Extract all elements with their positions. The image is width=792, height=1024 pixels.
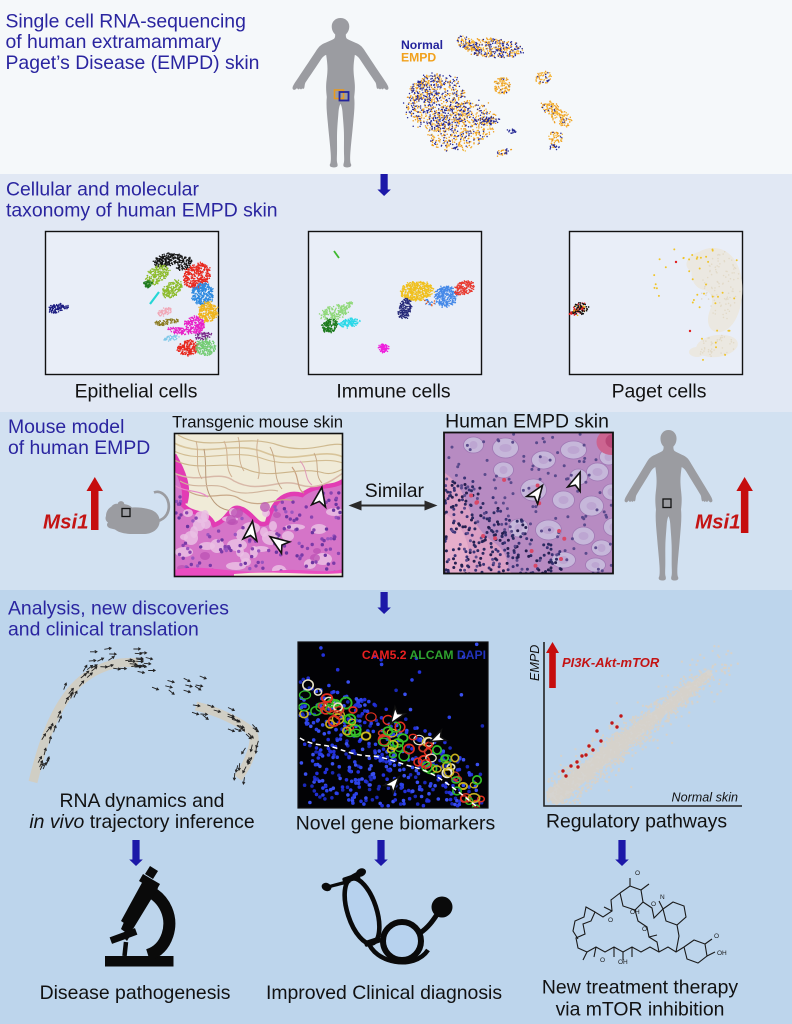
svg-text:CAM5.2 ALCAM DAPI: CAM5.2 ALCAM DAPI bbox=[362, 648, 486, 662]
svg-text:and clinical translation: and clinical translation bbox=[8, 619, 199, 641]
svg-text:taxonomy of human EMPD skin: taxonomy of human EMPD skin bbox=[6, 199, 278, 221]
svg-text:Msi1: Msi1 bbox=[43, 511, 89, 534]
svg-text:RNA dynamics and: RNA dynamics and bbox=[60, 790, 225, 812]
svg-text:New treatment therapy: New treatment therapy bbox=[542, 977, 738, 999]
svg-text:Msi1: Msi1 bbox=[695, 511, 741, 534]
svg-text:Novel gene biomarkers: Novel gene biomarkers bbox=[296, 813, 495, 835]
svg-text:Transgenic mouse skin: Transgenic mouse skin bbox=[172, 412, 343, 431]
svg-text:OH: OH bbox=[630, 909, 640, 916]
svg-text:Paget cells: Paget cells bbox=[612, 381, 707, 403]
svg-text:Analysis, new discoveries: Analysis, new discoveries bbox=[8, 598, 229, 620]
svg-text:of human extramammary: of human extramammary bbox=[6, 31, 222, 53]
svg-text:O: O bbox=[600, 957, 605, 964]
svg-text:Mouse model: Mouse model bbox=[8, 416, 124, 438]
svg-text:Normal skin: Normal skin bbox=[672, 791, 738, 805]
svg-text:Cellular and molecular: Cellular and molecular bbox=[6, 179, 199, 201]
svg-text:O: O bbox=[651, 901, 656, 908]
svg-text:O: O bbox=[608, 917, 613, 924]
svg-text:via mTOR inhibition: via mTOR inhibition bbox=[556, 999, 725, 1021]
svg-text:of human EMPD: of human EMPD bbox=[8, 437, 150, 459]
svg-text:Single cell RNA-sequencing: Single cell RNA-sequencing bbox=[6, 10, 246, 32]
svg-text:O: O bbox=[635, 870, 640, 877]
svg-text:Improved Clinical diagnosis: Improved Clinical diagnosis bbox=[266, 982, 502, 1004]
svg-text:O: O bbox=[714, 933, 719, 940]
svg-text:Epithelial cells: Epithelial cells bbox=[75, 381, 198, 403]
svg-text:OH: OH bbox=[717, 950, 727, 957]
svg-text:Paget’s Disease (EMPD) skin: Paget’s Disease (EMPD) skin bbox=[6, 52, 260, 74]
svg-text:in vivo trajectory inference: in vivo trajectory inference bbox=[29, 811, 254, 833]
svg-text:OH: OH bbox=[618, 959, 628, 966]
svg-text:Similar: Similar bbox=[365, 480, 425, 502]
svg-text:Immune cells: Immune cells bbox=[336, 381, 450, 403]
svg-text:PI3K-Akt-mTOR: PI3K-Akt-mTOR bbox=[562, 655, 660, 670]
svg-text:Human EMPD skin: Human EMPD skin bbox=[445, 411, 609, 433]
svg-text:Disease pathogenesis: Disease pathogenesis bbox=[40, 982, 231, 1004]
svg-text:EMPD: EMPD bbox=[401, 51, 436, 65]
svg-text:Regulatory pathways: Regulatory pathways bbox=[546, 811, 727, 833]
svg-text:Normal: Normal bbox=[401, 38, 443, 52]
svg-text:O: O bbox=[642, 926, 647, 933]
svg-text:EMPD: EMPD bbox=[528, 645, 542, 681]
svg-text:N: N bbox=[660, 894, 665, 901]
